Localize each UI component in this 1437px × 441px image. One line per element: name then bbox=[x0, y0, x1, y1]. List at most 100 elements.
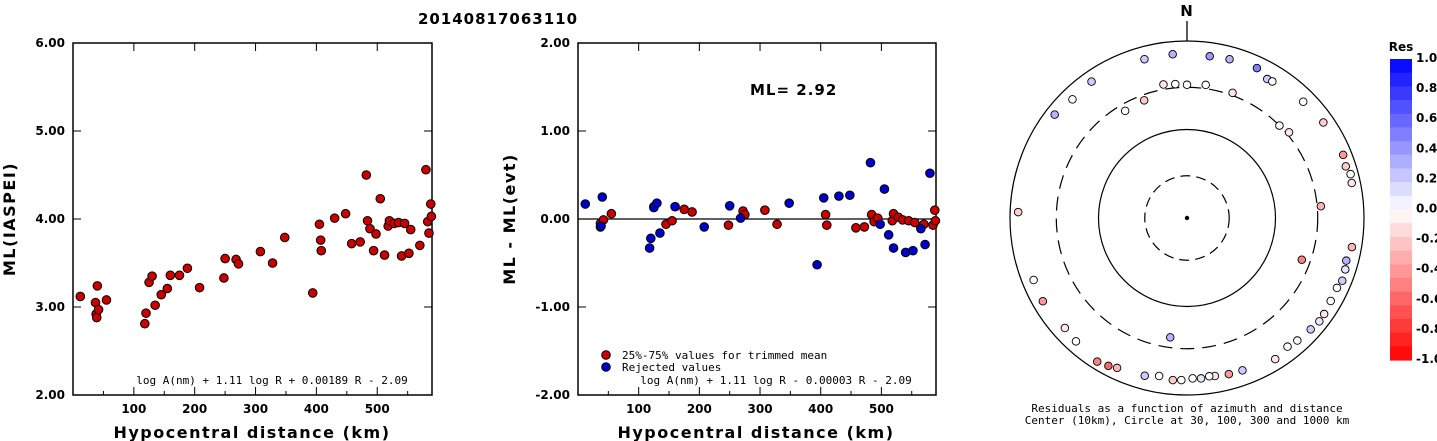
station-residual-point bbox=[1087, 77, 1096, 86]
data-point bbox=[346, 238, 357, 249]
station-residual-point bbox=[1140, 371, 1149, 380]
plot1-ytick-label: 4.00 bbox=[35, 212, 65, 226]
plot2-xtick-label: 100 bbox=[626, 402, 651, 416]
range-circle-300km bbox=[1055, 86, 1319, 350]
data-point-rejected bbox=[724, 201, 735, 211]
plot2-xtick-label: 500 bbox=[869, 402, 894, 416]
data-point-trimmed bbox=[606, 208, 617, 219]
data-point bbox=[314, 219, 325, 230]
data-point-trimmed bbox=[851, 223, 861, 233]
data-point bbox=[140, 318, 150, 329]
plot1-xtick-label: 500 bbox=[365, 402, 390, 416]
range-circle-1000km bbox=[1009, 40, 1365, 396]
colorbar-segment bbox=[1390, 264, 1412, 279]
data-point bbox=[165, 270, 176, 281]
station-residual-point bbox=[1224, 369, 1234, 379]
data-point bbox=[141, 308, 151, 318]
colorbar-tick-label: 0.4 bbox=[1416, 141, 1437, 155]
station-residual-point bbox=[1038, 296, 1048, 306]
station-residual-point bbox=[1332, 283, 1342, 293]
data-point bbox=[316, 245, 327, 256]
data-point-rejected bbox=[670, 201, 680, 212]
colorbar-segment bbox=[1390, 346, 1412, 361]
colorbar-segment bbox=[1390, 72, 1412, 87]
data-point-trimmed bbox=[760, 205, 770, 215]
station-residual-point bbox=[1326, 296, 1335, 306]
station-residual-point bbox=[1013, 207, 1023, 217]
data-point-rejected bbox=[875, 219, 885, 230]
data-point bbox=[219, 273, 229, 283]
colorbar-tick-label: -0.6 bbox=[1416, 292, 1437, 306]
colorbar-segment bbox=[1390, 100, 1412, 115]
station-residual-point bbox=[1284, 128, 1294, 137]
data-point-rejected bbox=[644, 243, 655, 253]
data-point bbox=[307, 288, 318, 298]
station-residual-point bbox=[1319, 118, 1328, 127]
plot2-xtick-label: 200 bbox=[687, 402, 712, 416]
legend-marker-trimmed bbox=[601, 350, 611, 360]
data-point-rejected bbox=[596, 221, 606, 231]
data-point-rejected bbox=[655, 228, 665, 238]
station-residual-point bbox=[1154, 371, 1164, 381]
station-residual-point bbox=[1338, 150, 1348, 160]
station-residual-point bbox=[1270, 354, 1280, 364]
station-residual-point bbox=[1238, 366, 1247, 375]
data-point bbox=[371, 229, 381, 239]
plot2-ytick-label: 0.00 bbox=[540, 212, 570, 226]
chart-title: 20140817063110 bbox=[418, 10, 578, 28]
ml-value-label: ML= 2.92 bbox=[750, 81, 837, 99]
colorbar-tick-label: -0.4 bbox=[1416, 262, 1437, 276]
colorbar-tick-label: -0.2 bbox=[1416, 232, 1437, 246]
colorbar-segment bbox=[1390, 59, 1412, 74]
data-point-rejected bbox=[834, 191, 844, 201]
colorbar-tick-label: 0.6 bbox=[1416, 111, 1437, 125]
station-residual-point bbox=[1347, 242, 1357, 252]
colorbar-tick-label: 0.0 bbox=[1416, 202, 1437, 216]
legend-label-trimmed: 25%-75% values for trimmed mean bbox=[622, 349, 827, 362]
plot2-xtick-label: 400 bbox=[808, 402, 833, 416]
plot1-xlabel: Hypocentral distance (km) bbox=[113, 423, 390, 441]
station-residual-point bbox=[1168, 50, 1177, 59]
data-point-rejected bbox=[879, 184, 890, 194]
colorbar-segment bbox=[1390, 332, 1412, 347]
data-point bbox=[421, 164, 431, 175]
data-point-trimmed bbox=[909, 217, 920, 228]
plot1-ytick-label: 6.00 bbox=[35, 36, 65, 50]
data-point bbox=[315, 235, 326, 245]
data-point bbox=[93, 304, 104, 315]
data-point-rejected bbox=[580, 199, 591, 209]
data-point-rejected bbox=[888, 243, 899, 253]
plot2-ytick-label: -2.00 bbox=[535, 388, 570, 402]
plot1-ytick-label: 3.00 bbox=[35, 300, 65, 314]
data-point bbox=[267, 258, 278, 268]
data-point bbox=[91, 312, 102, 323]
data-point-rejected bbox=[735, 213, 746, 223]
data-point bbox=[101, 295, 112, 305]
station-residual-point bbox=[1204, 372, 1214, 381]
data-point bbox=[425, 199, 436, 209]
data-point-trimmed bbox=[723, 220, 734, 230]
station-residual-point bbox=[1201, 80, 1210, 90]
data-point-rejected bbox=[883, 230, 894, 240]
station-residual-point bbox=[1205, 52, 1214, 61]
station-residual-point bbox=[1341, 162, 1351, 171]
colorbar-segment bbox=[1390, 127, 1412, 142]
data-point bbox=[405, 224, 416, 235]
colorbar-tick-label: -0.8 bbox=[1416, 322, 1437, 336]
data-point bbox=[340, 208, 351, 219]
plot1-xtick-label: 100 bbox=[121, 402, 146, 416]
data-point-trimmed bbox=[859, 222, 870, 232]
station-residual-point bbox=[1171, 79, 1180, 89]
station-residual-point bbox=[1104, 361, 1113, 371]
data-point bbox=[426, 211, 437, 222]
data-point-rejected bbox=[652, 198, 662, 208]
colorbar-segment bbox=[1390, 168, 1412, 183]
data-point bbox=[355, 237, 366, 247]
colorbar-segment bbox=[1390, 291, 1412, 306]
data-point-trimmed bbox=[772, 219, 782, 230]
station-residual-point bbox=[1050, 110, 1059, 119]
colorbar-segment bbox=[1390, 86, 1412, 101]
colorbar-segment bbox=[1390, 250, 1412, 265]
data-point bbox=[329, 213, 340, 223]
